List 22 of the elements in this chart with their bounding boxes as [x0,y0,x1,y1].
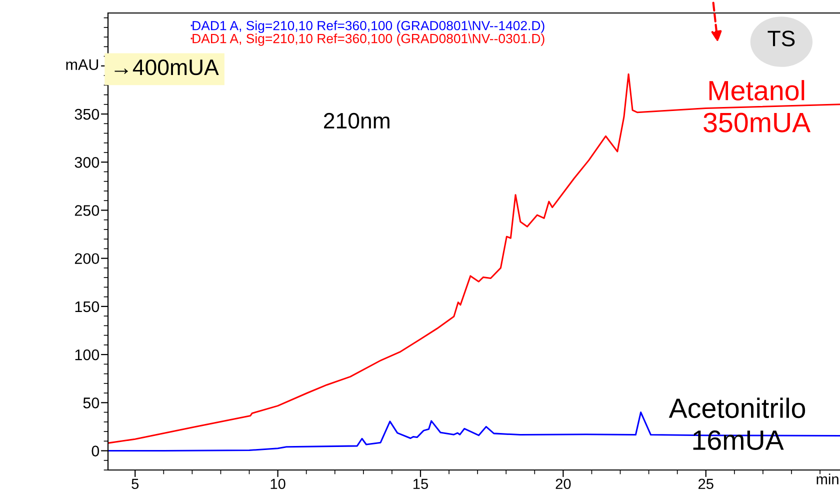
annotation: Acetonitrilo 16mUA [668,398,806,450]
x-tick-label: 20 [556,478,571,490]
y-tick-label: 200 [74,253,100,264]
x-tick-label: 25 [698,478,714,490]
annotation: TS [768,30,795,46]
y-tick-label: 0 [92,446,100,456]
x-tick-label: 10 [270,478,286,490]
annotation: 210nm [324,112,390,129]
legend-label: DAD1 A, Sig=210,10 Ref=360,100 (GRAD0801\NV--1402.D) [192,20,544,33]
x-axis-title: min [816,474,838,484]
y-tick-label: 250 [74,205,100,216]
y-tick-label: 350 [74,108,100,120]
annotation: Metanol 350mUA [704,80,811,132]
y-axis-title: mAU [66,59,98,70]
x-tick-label: 15 [413,478,428,490]
x-tick-label: 5 [132,478,139,490]
y-tick-label: 150 [75,301,100,312]
y-tick-label: 300 [74,156,100,168]
legend-label: DAD1 A, Sig=210,10 Ref=360,100 (GRAD0801\NV--0301.D) [192,34,544,46]
y-tick-label: 100 [75,349,100,360]
y-tick-label: 50 [83,398,100,408]
annotation: →400mUA [114,59,219,76]
